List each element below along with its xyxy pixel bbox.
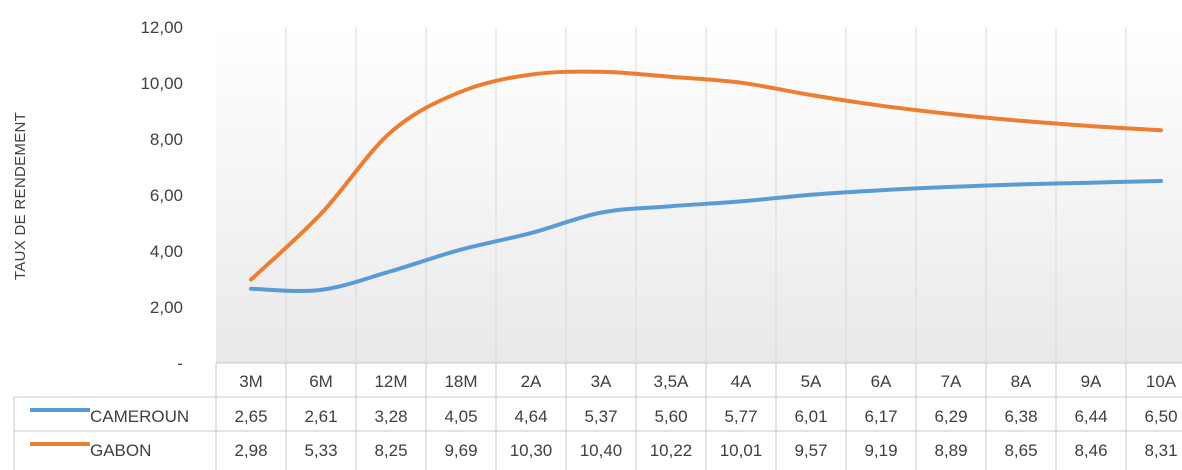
y-tick-label: 10,00 xyxy=(140,74,183,93)
data-label: 10,30 xyxy=(510,441,553,460)
data-label: 6,01 xyxy=(794,407,827,426)
x-tick-label: 3,5A xyxy=(654,372,690,391)
data-label: 8,89 xyxy=(934,441,967,460)
x-tick-label: 8A xyxy=(1011,372,1032,391)
x-tick-label: 6A xyxy=(871,372,892,391)
data-label: 8,31 xyxy=(1144,441,1177,460)
data-label: 4,64 xyxy=(514,407,547,426)
x-tick-label: 3M xyxy=(239,372,263,391)
legend-label: CAMEROUN xyxy=(90,407,189,426)
data-label: 9,69 xyxy=(444,441,477,460)
x-tick-label: 18M xyxy=(444,372,477,391)
x-tick-label: 5A xyxy=(801,372,822,391)
plot-area xyxy=(216,27,1182,363)
y-tick-label: 2,00 xyxy=(150,298,183,317)
y-axis-label: TAUX DE RENDEMENT xyxy=(12,112,29,280)
data-label: 8,25 xyxy=(374,441,407,460)
data-label: 10,01 xyxy=(720,441,763,460)
data-label: 2,98 xyxy=(234,441,267,460)
x-tick-label: 12M xyxy=(374,372,407,391)
x-tick-label: 4A xyxy=(731,372,752,391)
gridlines xyxy=(285,27,1127,363)
series-line-cameroun xyxy=(249,179,1163,293)
x-tick-label: 7A xyxy=(941,372,962,391)
data-label: 4,05 xyxy=(444,407,477,426)
series-line-gabon xyxy=(249,69,1163,282)
data-label: 9,57 xyxy=(794,441,827,460)
x-tick-label: 3A xyxy=(591,372,612,391)
x-tick-label: 6M xyxy=(309,372,333,391)
data-label: 9,19 xyxy=(864,441,897,460)
data-label: 5,37 xyxy=(584,407,617,426)
legend-label: GABON xyxy=(90,441,151,460)
data-label: 5,60 xyxy=(654,407,687,426)
data-label: 6,50 xyxy=(1144,407,1177,426)
y-tick-label: 8,00 xyxy=(150,130,183,149)
data-label: 6,17 xyxy=(864,407,897,426)
data-table: 3M 6M 12M 18M 2A 3A 3,5A 4A 5A 6A 7A 8A 9A 10A CAMEROU… xyxy=(13,362,1182,470)
x-tick-label: 9A xyxy=(1081,372,1102,391)
x-tick-label: 2A xyxy=(521,372,542,391)
data-label: 2,65 xyxy=(234,407,267,426)
y-tick-label: 6,00 xyxy=(150,186,183,205)
series-lines xyxy=(249,69,1163,293)
data-label: 10,40 xyxy=(580,441,623,460)
y-tick-label: - xyxy=(177,354,183,373)
data-label: 3,28 xyxy=(374,407,407,426)
y-axis: - 2,00 4,00 6,00 8,00 10,00 12,00 xyxy=(140,18,183,373)
x-tick-label: 10A xyxy=(1146,372,1177,391)
data-label: 8,46 xyxy=(1074,441,1107,460)
data-label: 6,38 xyxy=(1004,407,1037,426)
data-label: 10,22 xyxy=(650,441,693,460)
y-tick-label: 4,00 xyxy=(150,242,183,261)
data-label: 2,61 xyxy=(304,407,337,426)
data-label: 5,77 xyxy=(724,407,757,426)
data-label: 6,29 xyxy=(934,407,967,426)
y-tick-label: 12,00 xyxy=(140,18,183,37)
data-label: 6,44 xyxy=(1074,407,1107,426)
data-label: 8,65 xyxy=(1004,441,1037,460)
data-label: 5,33 xyxy=(304,441,337,460)
